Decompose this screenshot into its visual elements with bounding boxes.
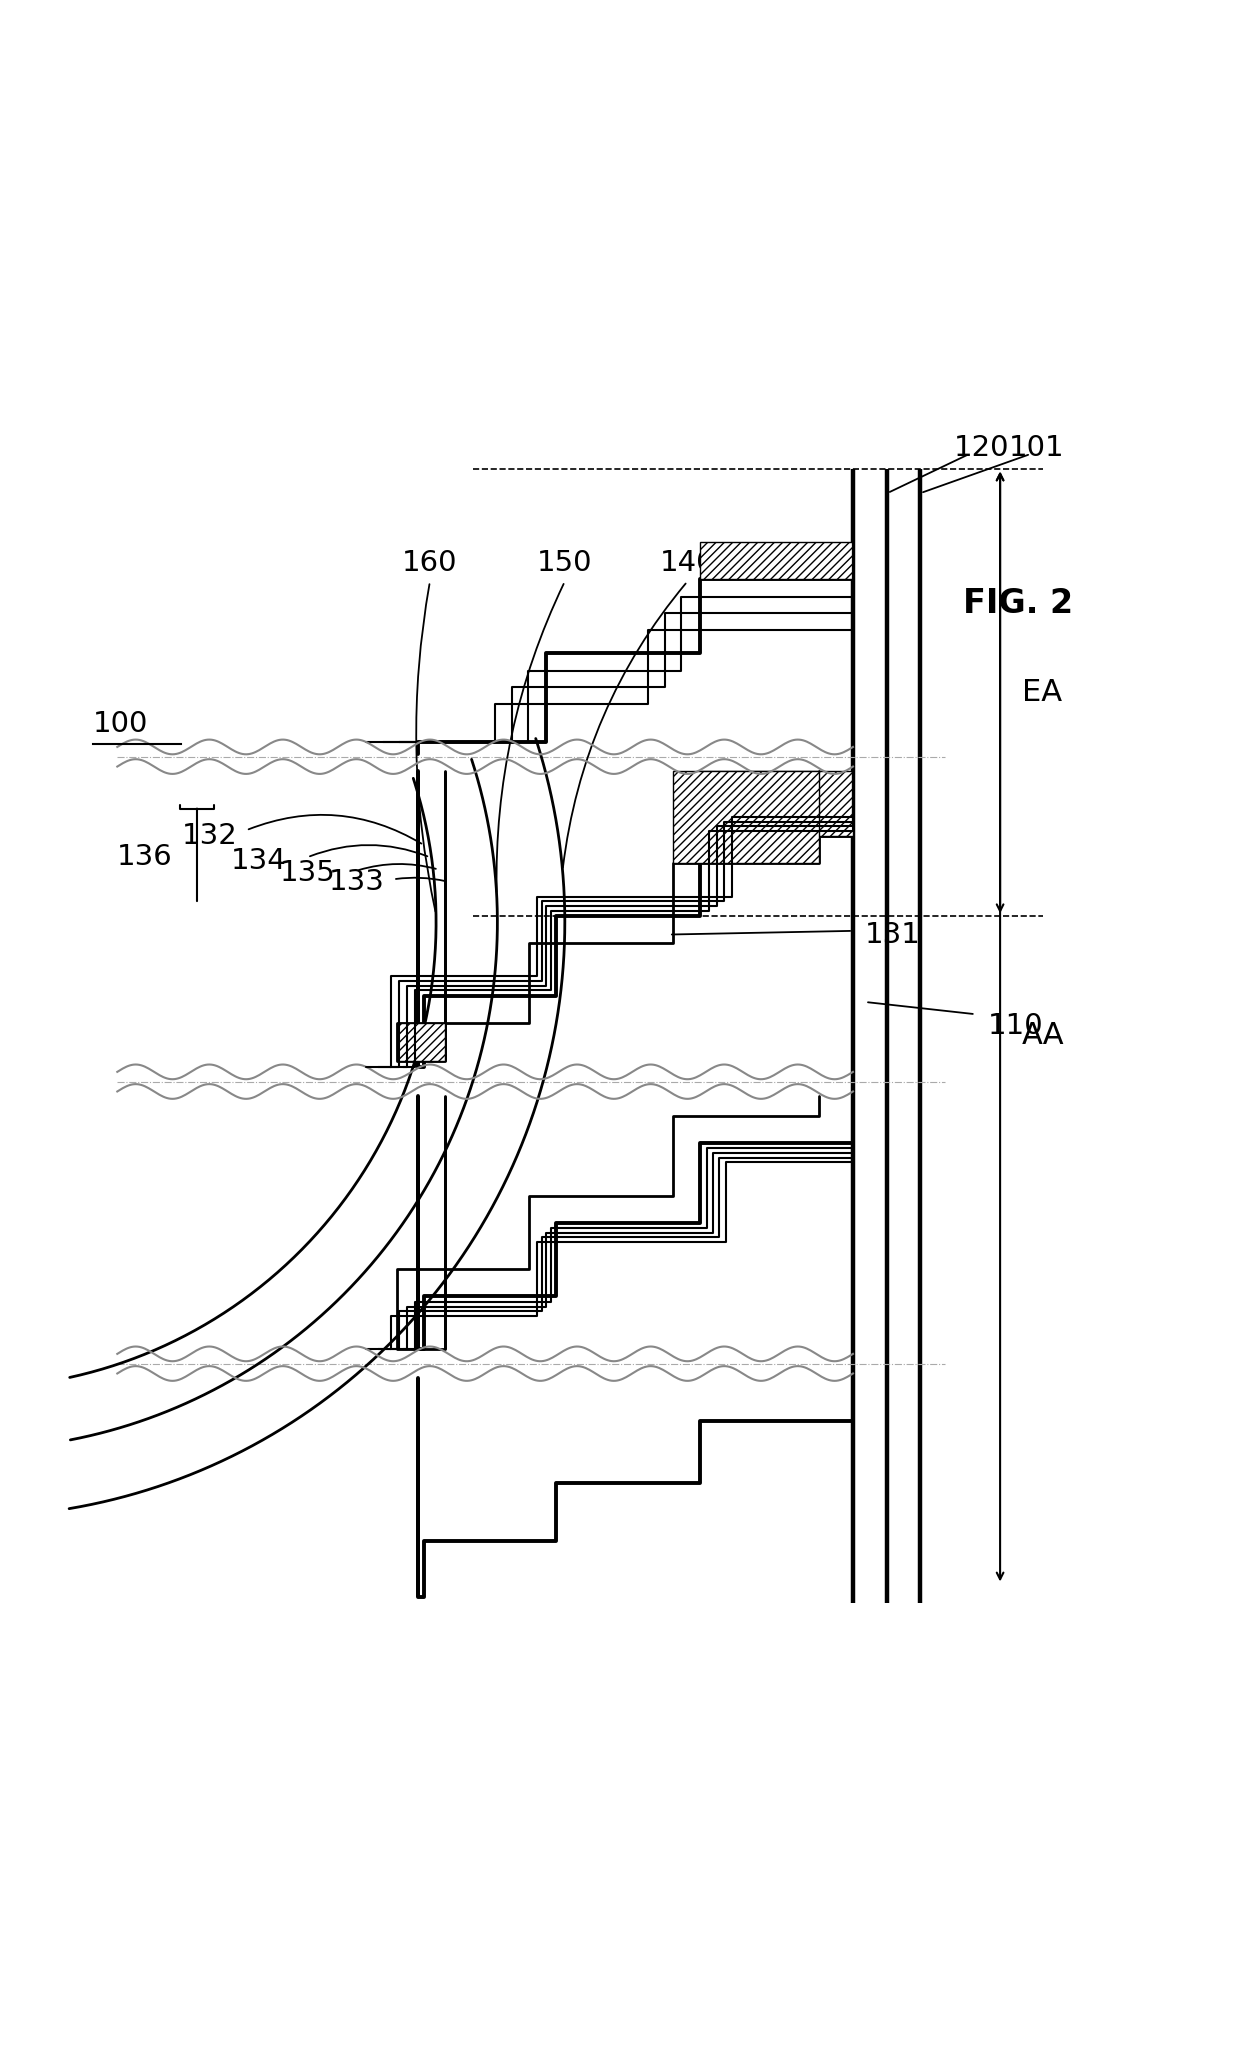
Text: 160: 160 <box>402 548 458 577</box>
Text: 120: 120 <box>954 433 1009 462</box>
Text: 110: 110 <box>988 1012 1043 1041</box>
Text: AA: AA <box>1022 1020 1065 1051</box>
Text: 136: 136 <box>118 844 174 870</box>
Text: 132: 132 <box>181 823 237 850</box>
Polygon shape <box>397 1022 445 1061</box>
Text: EA: EA <box>1022 677 1063 706</box>
Text: 135: 135 <box>279 860 335 887</box>
Polygon shape <box>699 772 853 836</box>
Text: 140: 140 <box>660 548 715 577</box>
Text: 101: 101 <box>1009 433 1065 462</box>
Text: FIG. 2: FIG. 2 <box>963 587 1074 620</box>
Text: 150: 150 <box>537 548 593 577</box>
Polygon shape <box>699 542 853 579</box>
Polygon shape <box>673 772 818 864</box>
Text: 134: 134 <box>231 848 286 875</box>
Text: 131: 131 <box>866 920 921 948</box>
Text: 133: 133 <box>329 868 384 895</box>
Text: 100: 100 <box>93 710 148 739</box>
